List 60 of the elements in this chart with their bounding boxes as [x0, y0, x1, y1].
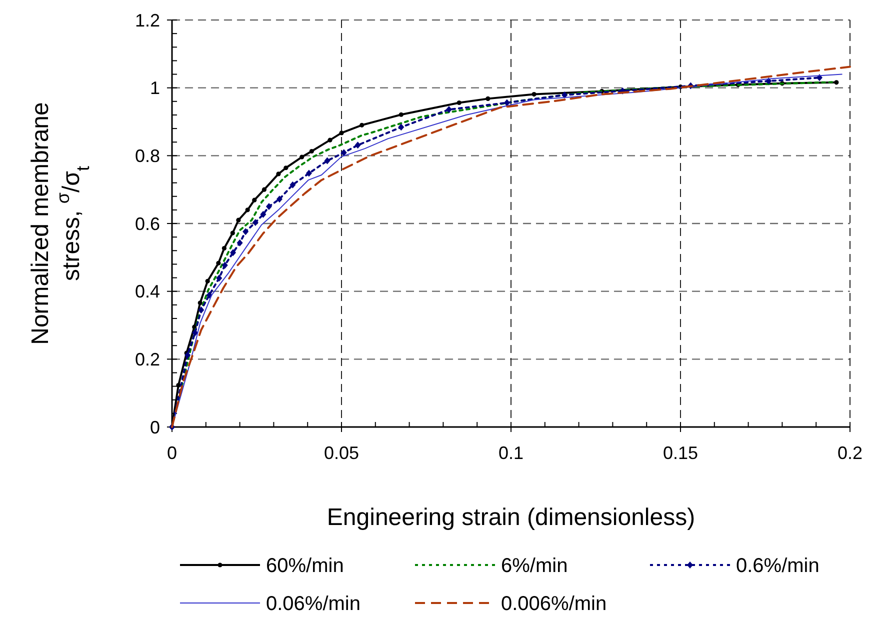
point	[198, 306, 204, 314]
point	[236, 218, 241, 222]
point	[276, 196, 282, 203]
point	[328, 138, 332, 142]
x-tick-label: 0	[166, 443, 178, 463]
point	[398, 124, 404, 131]
point	[340, 149, 347, 156]
point	[252, 198, 257, 202]
point	[266, 203, 272, 210]
point	[260, 210, 266, 218]
point	[252, 218, 258, 226]
x-tick-label: 0.05	[324, 443, 360, 463]
point	[262, 187, 267, 192]
legend-label: 0.6%/min	[736, 555, 820, 577]
x-axis-title: Engineering strain (dimensionless)	[326, 504, 696, 531]
x-tick-label: 0.2	[837, 443, 863, 463]
point	[360, 122, 364, 128]
point	[198, 300, 202, 306]
legend-label: 60%/min	[266, 555, 344, 577]
x-tick-label: 0.15	[662, 443, 698, 463]
point	[446, 106, 452, 114]
y-tick-label: 0.2	[134, 349, 160, 370]
point	[236, 239, 243, 246]
point	[230, 249, 236, 256]
point	[300, 154, 304, 160]
point	[486, 96, 490, 101]
point	[562, 91, 568, 98]
legend-label: 0.06%/min	[266, 593, 360, 615]
point	[398, 112, 404, 117]
x-tick-label: 0.1	[498, 443, 524, 463]
point	[184, 352, 191, 359]
point	[230, 230, 235, 236]
point	[834, 80, 839, 85]
point	[205, 278, 210, 284]
point	[192, 329, 198, 336]
point	[354, 142, 361, 149]
y-tick-label: 1	[150, 78, 160, 98]
y-tick-label: 0.8	[134, 146, 160, 166]
point	[339, 130, 344, 136]
point	[309, 148, 314, 154]
point	[324, 157, 330, 164]
point	[504, 99, 510, 106]
point	[222, 246, 227, 251]
point	[532, 92, 536, 97]
point	[245, 208, 250, 212]
point	[284, 166, 288, 170]
point	[216, 274, 222, 282]
point	[216, 260, 221, 266]
point	[276, 172, 281, 176]
y-tick-label: 1.2	[134, 10, 160, 30]
point	[222, 262, 228, 269]
legend-label: 6%/min	[501, 555, 568, 577]
y-tick-label: 0	[150, 417, 160, 438]
point	[290, 181, 296, 188]
legend-label: 0.006%/min	[501, 593, 607, 615]
point	[306, 170, 312, 177]
point	[242, 228, 249, 236]
y-tick-label: 0.6	[134, 214, 160, 234]
point	[456, 100, 462, 106]
y-tick-label: 0.4	[134, 282, 160, 302]
